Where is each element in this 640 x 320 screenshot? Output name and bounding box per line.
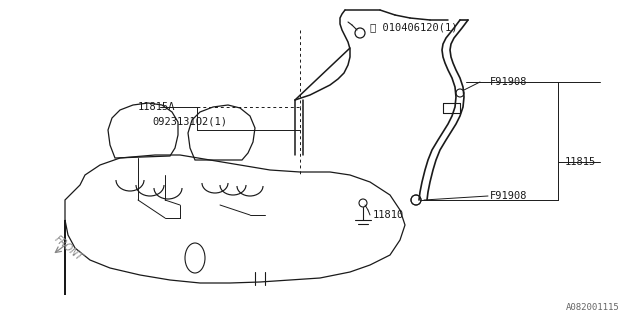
Text: F91908: F91908 bbox=[490, 77, 527, 87]
Text: 11810: 11810 bbox=[373, 210, 404, 220]
Text: A082001115: A082001115 bbox=[566, 303, 620, 313]
Text: 11815: 11815 bbox=[565, 157, 596, 167]
Text: F91908: F91908 bbox=[490, 191, 527, 201]
Text: FRONT: FRONT bbox=[52, 234, 84, 262]
Text: Ⓑ 010406120(1): Ⓑ 010406120(1) bbox=[370, 22, 458, 32]
Text: 0923131O2(1): 0923131O2(1) bbox=[152, 117, 227, 127]
Text: 11815A: 11815A bbox=[138, 102, 175, 112]
